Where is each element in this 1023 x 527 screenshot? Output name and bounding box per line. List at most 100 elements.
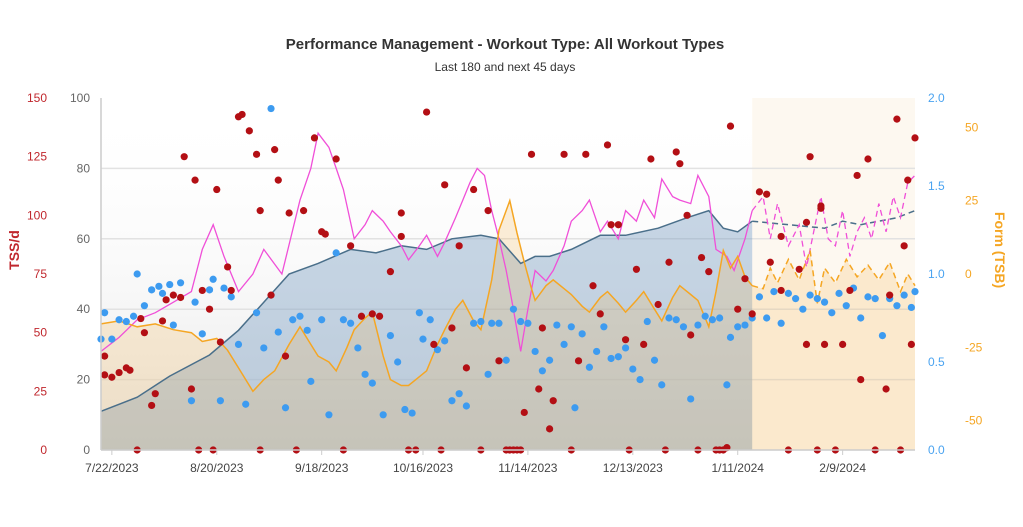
tss-point [683, 211, 691, 219]
tss-tick-label: 0 [40, 443, 47, 457]
if-point [155, 282, 163, 290]
tss-point [191, 176, 199, 184]
tss-point [397, 209, 405, 217]
if-point [672, 316, 680, 324]
tss-point [911, 134, 919, 142]
fitness-tick-label: 40 [77, 302, 91, 316]
tss-point [238, 110, 246, 119]
tss-point [176, 293, 185, 302]
area-0 [101, 210, 753, 450]
tss-tick-label: 50 [34, 326, 48, 340]
if-point [907, 303, 915, 312]
form-tick-label: 25 [965, 194, 979, 208]
area-layer [101, 200, 915, 450]
tss-point [596, 310, 604, 318]
if-point [433, 346, 442, 354]
if-point [636, 376, 644, 384]
if-point [303, 326, 311, 334]
if-point [900, 291, 908, 299]
tss-point [227, 286, 235, 295]
tss-point [441, 181, 449, 189]
if-point [708, 316, 717, 324]
if-point [716, 314, 724, 322]
tss-point [687, 331, 695, 339]
if-point [166, 280, 174, 289]
if-point [140, 302, 149, 310]
tss-point [893, 115, 901, 123]
tss-point [632, 265, 641, 273]
if-tick-label: 1.5 [928, 179, 945, 193]
if-point [209, 275, 217, 283]
fitness-tick-label: 0 [83, 443, 90, 457]
series-forecast-line-1 [751, 174, 916, 268]
if-point [621, 344, 630, 352]
if-point [115, 316, 123, 324]
tss-tick-label: 125 [27, 150, 47, 164]
if-point [723, 381, 731, 389]
tss-point [672, 148, 680, 156]
dot-layer [97, 104, 919, 454]
if-point [216, 397, 224, 405]
if-point [484, 370, 492, 378]
x-tick-label: 2/9/2024 [819, 461, 866, 475]
series-line-0 [100, 209, 753, 412]
tss-point [101, 371, 109, 379]
tss-point [148, 401, 156, 410]
if-point [347, 319, 355, 327]
if-point [252, 309, 261, 317]
if-point [643, 317, 651, 326]
if-point [658, 381, 666, 389]
if-point [665, 314, 673, 322]
tss-point [603, 141, 612, 149]
tss-point [574, 357, 583, 365]
tss-point [697, 253, 706, 262]
tss-point [115, 368, 123, 377]
tss-point [864, 155, 872, 163]
chart-subtitle: Last 180 and next 45 days [435, 60, 576, 74]
if-point [777, 319, 785, 327]
tss-point [205, 305, 214, 313]
if-point [426, 316, 434, 324]
tss-point [213, 185, 221, 194]
if-point [857, 314, 865, 322]
tss-point [846, 286, 854, 295]
if-point [835, 289, 843, 297]
tss-point [285, 209, 293, 217]
tss-tick-label: 100 [27, 208, 47, 222]
tss-point [535, 385, 543, 393]
if-point [806, 291, 814, 299]
tss-point [470, 185, 478, 194]
if-point [129, 312, 138, 320]
if-point [538, 367, 546, 375]
tss-point [158, 317, 167, 325]
tss-point [607, 221, 615, 229]
tss-point [546, 425, 554, 433]
tss-point [777, 286, 785, 295]
if-point [687, 395, 695, 403]
if-tick-label: 2.0 [928, 91, 945, 105]
if-point [578, 330, 586, 338]
tss-point [538, 324, 546, 332]
if-point [600, 323, 608, 331]
tss-point [589, 282, 597, 290]
if-point [354, 344, 362, 352]
if-point [531, 347, 539, 356]
x-tick-label: 11/14/2023 [498, 461, 557, 475]
form-tick-label: 50 [965, 120, 979, 134]
if-point [571, 404, 579, 412]
tss-point [198, 286, 206, 295]
tss-point [267, 291, 275, 299]
if-point [148, 286, 156, 294]
if-point [191, 298, 199, 306]
tss-point [108, 373, 116, 381]
tss-point [582, 150, 590, 158]
if-point [524, 319, 532, 327]
if-point [339, 316, 347, 324]
if-point [585, 363, 594, 371]
if-tick-label: 1.0 [928, 267, 945, 281]
series-forecast-line-0 [752, 209, 916, 229]
if-point [799, 305, 807, 313]
if-tick-label: 0.0 [928, 443, 945, 457]
tss-point [886, 291, 894, 299]
if-point [415, 309, 423, 317]
